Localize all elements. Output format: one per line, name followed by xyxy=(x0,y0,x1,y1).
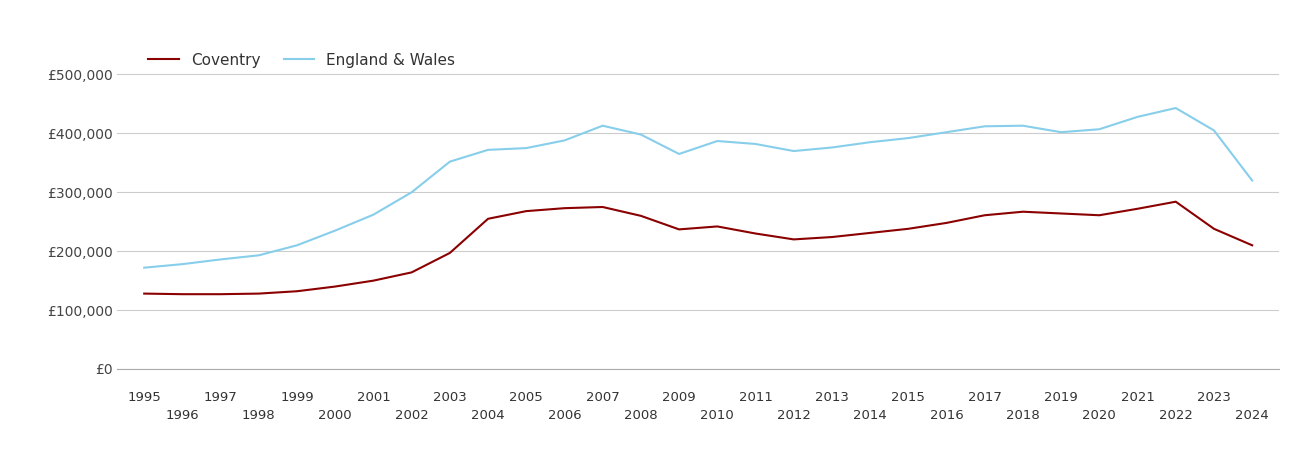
Coventry xyxy=(1015,209,1031,214)
Text: 2011: 2011 xyxy=(739,391,773,404)
England & Wales xyxy=(977,124,993,129)
Coventry xyxy=(213,292,228,297)
Line: England & Wales: England & Wales xyxy=(144,108,1253,268)
Text: 2019: 2019 xyxy=(1044,391,1078,404)
England & Wales xyxy=(748,141,763,147)
Coventry xyxy=(403,270,419,275)
Text: 2006: 2006 xyxy=(548,410,581,422)
England & Wales xyxy=(1053,130,1069,135)
Text: 1997: 1997 xyxy=(204,391,238,404)
England & Wales xyxy=(1091,126,1107,132)
England & Wales xyxy=(403,189,419,195)
Coventry xyxy=(442,250,458,256)
England & Wales xyxy=(900,135,916,141)
Coventry xyxy=(1091,212,1107,218)
Coventry xyxy=(786,237,801,242)
Text: 2022: 2022 xyxy=(1159,410,1193,422)
Text: 2018: 2018 xyxy=(1006,410,1040,422)
Coventry xyxy=(1130,206,1146,211)
England & Wales xyxy=(290,243,305,248)
England & Wales xyxy=(480,147,496,153)
England & Wales xyxy=(518,145,534,151)
Text: 1999: 1999 xyxy=(281,391,313,404)
Coventry xyxy=(518,208,534,214)
Text: 2003: 2003 xyxy=(433,391,467,404)
England & Wales xyxy=(938,130,954,135)
England & Wales xyxy=(365,212,381,217)
England & Wales xyxy=(175,261,191,267)
Coventry xyxy=(290,288,305,294)
England & Wales xyxy=(1206,128,1221,133)
Coventry xyxy=(900,226,916,231)
England & Wales xyxy=(671,151,686,157)
Coventry xyxy=(480,216,496,221)
Text: 2013: 2013 xyxy=(814,391,848,404)
Coventry xyxy=(1245,243,1261,248)
England & Wales xyxy=(251,252,266,258)
Text: 2017: 2017 xyxy=(968,391,1002,404)
Text: 2001: 2001 xyxy=(356,391,390,404)
Text: 2002: 2002 xyxy=(394,410,428,422)
Text: 2016: 2016 xyxy=(929,410,963,422)
Text: 2010: 2010 xyxy=(701,410,735,422)
England & Wales xyxy=(1245,178,1261,183)
Coventry xyxy=(136,291,151,296)
Coventry xyxy=(671,227,686,232)
England & Wales xyxy=(213,257,228,262)
Coventry xyxy=(748,231,763,236)
Text: 2023: 2023 xyxy=(1197,391,1231,404)
Coventry xyxy=(863,230,878,236)
Coventry xyxy=(633,213,649,219)
England & Wales xyxy=(863,140,878,145)
Coventry xyxy=(977,212,993,218)
Text: 1995: 1995 xyxy=(128,391,161,404)
England & Wales xyxy=(1015,123,1031,128)
Coventry xyxy=(595,204,611,210)
England & Wales xyxy=(1168,105,1184,111)
Text: 2005: 2005 xyxy=(509,391,543,404)
Text: 2004: 2004 xyxy=(471,410,505,422)
Coventry xyxy=(175,292,191,297)
Coventry xyxy=(365,278,381,284)
England & Wales xyxy=(136,265,151,270)
Coventry xyxy=(938,220,954,225)
England & Wales xyxy=(328,228,343,233)
Text: 2014: 2014 xyxy=(853,410,887,422)
Text: 1998: 1998 xyxy=(241,410,275,422)
Text: 2020: 2020 xyxy=(1082,410,1116,422)
Coventry xyxy=(557,206,573,211)
Text: 2012: 2012 xyxy=(776,410,810,422)
Legend: Coventry, England & Wales: Coventry, England & Wales xyxy=(149,53,455,68)
Coventry xyxy=(1206,226,1221,231)
England & Wales xyxy=(557,138,573,143)
Coventry xyxy=(823,234,839,240)
Coventry xyxy=(251,291,266,296)
England & Wales xyxy=(710,138,726,144)
Coventry xyxy=(1053,211,1069,216)
Text: 2024: 2024 xyxy=(1236,410,1268,422)
England & Wales xyxy=(595,123,611,128)
England & Wales xyxy=(1130,114,1146,120)
Text: 1996: 1996 xyxy=(166,410,200,422)
Text: 2015: 2015 xyxy=(891,391,925,404)
Text: 2009: 2009 xyxy=(662,391,696,404)
England & Wales xyxy=(823,145,839,150)
Text: 2021: 2021 xyxy=(1121,391,1155,404)
England & Wales xyxy=(633,132,649,137)
England & Wales xyxy=(442,159,458,164)
Text: 2007: 2007 xyxy=(586,391,620,404)
Line: Coventry: Coventry xyxy=(144,202,1253,294)
Text: 2008: 2008 xyxy=(624,410,658,422)
Coventry xyxy=(710,224,726,229)
Coventry xyxy=(1168,199,1184,204)
England & Wales xyxy=(786,148,801,154)
Coventry xyxy=(328,284,343,289)
Text: 2000: 2000 xyxy=(318,410,352,422)
